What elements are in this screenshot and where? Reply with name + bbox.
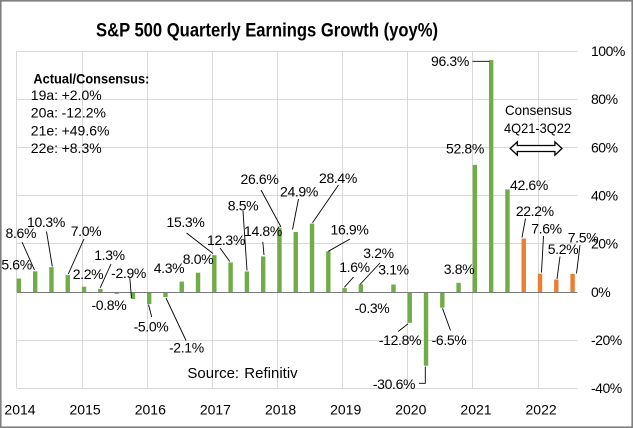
svg-text:12.3%: 12.3% (207, 232, 245, 248)
svg-text:3.1%: 3.1% (378, 261, 409, 277)
svg-text:5.6%: 5.6% (1, 257, 32, 273)
svg-text:-0.3%: -0.3% (355, 300, 390, 316)
svg-text:8.0%: 8.0% (183, 251, 214, 267)
svg-text:2.2%: 2.2% (73, 266, 104, 282)
svg-text:1.6%: 1.6% (339, 259, 370, 275)
svg-text:2019: 2019 (330, 401, 361, 417)
svg-text:-6.5%: -6.5% (432, 332, 467, 348)
svg-text:1.3%: 1.3% (94, 247, 125, 263)
svg-text:7.5%: 7.5% (568, 229, 599, 245)
svg-text:-12.2%: -12.2% (62, 105, 106, 121)
svg-text:-40%: -40% (591, 380, 622, 396)
svg-text:80%: 80% (591, 91, 618, 107)
svg-text:14.8%: 14.8% (244, 223, 282, 239)
svg-text:-2.1%: -2.1% (169, 339, 204, 355)
svg-text:8.5%: 8.5% (228, 197, 259, 213)
svg-text:2020: 2020 (395, 401, 426, 417)
svg-text:7.0%: 7.0% (71, 223, 102, 239)
svg-text:-30.6%: -30.6% (373, 376, 415, 392)
svg-text:+2.0%: +2.0% (62, 87, 102, 103)
svg-text:21e:: 21e: (31, 122, 58, 138)
svg-text:Actual/Consensus:: Actual/Consensus: (33, 70, 149, 86)
svg-text:2022: 2022 (526, 401, 557, 417)
svg-text:+8.3%: +8.3% (62, 140, 102, 156)
svg-text:-0.8%: -0.8% (91, 297, 126, 313)
svg-text:Source:: Source: (187, 365, 239, 382)
svg-text:10.3%: 10.3% (27, 214, 65, 230)
svg-text:4.3%: 4.3% (154, 260, 185, 276)
svg-text:28.4%: 28.4% (319, 170, 357, 186)
svg-text:7.6%: 7.6% (531, 220, 562, 236)
svg-text:2021: 2021 (460, 401, 491, 417)
svg-text:+49.6%: +49.6% (62, 122, 110, 138)
svg-text:4Q21-3Q22: 4Q21-3Q22 (504, 120, 571, 136)
svg-text:2014: 2014 (4, 401, 35, 417)
svg-text:0%: 0% (591, 284, 610, 300)
svg-text:16.9%: 16.9% (331, 221, 369, 237)
svg-text:100%: 100% (591, 43, 625, 59)
svg-text:22.2%: 22.2% (516, 203, 554, 219)
svg-text:15.3%: 15.3% (167, 214, 205, 230)
svg-text:20a:: 20a: (31, 105, 58, 121)
svg-text:26.6%: 26.6% (241, 171, 279, 187)
svg-text:42.6%: 42.6% (510, 177, 548, 193)
svg-text:52.8%: 52.8% (446, 141, 484, 157)
svg-text:-12.8%: -12.8% (379, 332, 421, 348)
svg-text:3.8%: 3.8% (444, 261, 475, 277)
svg-text:2017: 2017 (200, 401, 231, 417)
svg-text:S&P 500 Quarterly Earnings Gro: S&P 500 Quarterly Earnings Growth (yoy%) (96, 21, 438, 42)
svg-text:-2.9%: -2.9% (111, 265, 146, 281)
svg-text:20%: 20% (591, 236, 618, 252)
svg-text:2015: 2015 (70, 401, 101, 417)
svg-text:-5.0%: -5.0% (134, 318, 169, 334)
svg-text:-20%: -20% (591, 332, 622, 348)
svg-text:24.9%: 24.9% (280, 183, 318, 199)
svg-text:96.3%: 96.3% (431, 53, 469, 69)
svg-text:Consensus: Consensus (505, 102, 572, 118)
svg-text:2018: 2018 (265, 401, 296, 417)
svg-text:3.2%: 3.2% (363, 245, 394, 261)
svg-text:19a:: 19a: (31, 87, 58, 103)
svg-text:22e:: 22e: (31, 140, 58, 156)
svg-text:8.6%: 8.6% (6, 225, 37, 241)
svg-text:Refinitiv: Refinitiv (244, 365, 298, 382)
svg-text:2016: 2016 (135, 401, 166, 417)
svg-text:60%: 60% (591, 139, 618, 155)
svg-text:40%: 40% (591, 188, 618, 204)
svg-text:5.2%: 5.2% (548, 241, 579, 257)
